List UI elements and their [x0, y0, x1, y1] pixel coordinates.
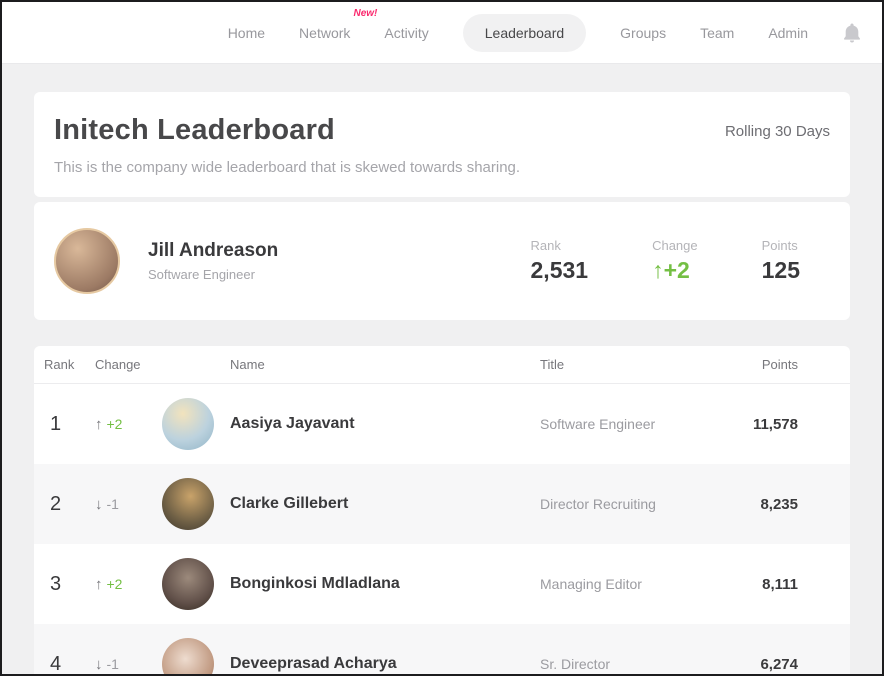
points-value: 8,111: [762, 575, 798, 593]
rank-value: 3: [50, 572, 62, 595]
points-value: 6,274: [760, 655, 798, 673]
user-name: Bonginkosi Mdladlana: [230, 575, 400, 592]
user-title: Sr. Director: [540, 656, 611, 672]
new-badge: New!: [353, 7, 378, 19]
stat-points-value: 125: [761, 257, 800, 283]
stat-points-label: Points: [761, 238, 798, 253]
column-header-name: Name: [230, 357, 265, 372]
user-name: Aasiya Jayavant: [230, 415, 355, 432]
nav-item-team[interactable]: Team: [700, 24, 735, 41]
table-row[interactable]: 2 ↓ -1 Clarke Gillebert Director Recruiti…: [34, 464, 850, 544]
points-value: 8,235: [760, 495, 798, 513]
down-arrow-icon: ↓: [95, 655, 103, 673]
nav-item-groups[interactable]: Groups: [620, 24, 667, 41]
up-arrow-icon: ↑: [95, 415, 103, 433]
rank-value: 2: [50, 492, 62, 515]
nav-item-activity[interactable]: Activity: [384, 24, 429, 41]
up-arrow-icon: ↑: [95, 575, 103, 593]
rank-value: 4: [50, 652, 62, 675]
leaderboard-header-card: Initech Leaderboard Rolling 30 Days This…: [34, 92, 850, 197]
period-label: Rolling 30 Days: [724, 123, 830, 140]
change-cell: ↓ -1: [95, 496, 162, 513]
stat-points: Points 125: [762, 238, 800, 284]
table-header-row: Rank Change Name Title Points: [34, 346, 850, 384]
stat-change-value: ↑+2: [652, 257, 690, 283]
avatar: [162, 398, 214, 450]
change-value: -1: [106, 655, 119, 672]
points-value: 11,578: [752, 415, 798, 433]
stat-rank: Rank 2,531: [531, 238, 589, 284]
table-row[interactable]: 1 ↑ +2 Aasiya Jayavant Software Engineer …: [34, 384, 850, 464]
nav-item-admin[interactable]: Admin: [768, 24, 808, 41]
stat-change: Change ↑+2: [652, 238, 698, 284]
stat-rank-label: Rank: [530, 238, 561, 253]
page-content: Initech Leaderboard Rolling 30 Days This…: [2, 64, 882, 675]
bell-icon[interactable]: [842, 21, 864, 45]
user-title: Managing Editor: [540, 576, 642, 592]
user-title: Director Recruiting: [540, 496, 656, 512]
column-header-title: Title: [540, 357, 565, 372]
current-user-job-title: Software Engineer: [148, 267, 255, 282]
nav-item-leaderboard[interactable]: Leaderboard: [462, 13, 587, 52]
nav-item-home[interactable]: Home: [227, 24, 266, 41]
avatar: [162, 638, 214, 674]
change-value: +2: [106, 575, 123, 592]
page-subtitle: This is the company wide leaderboard tha…: [54, 159, 521, 176]
change-cell: ↑ +2: [95, 576, 162, 593]
top-navbar: Home Network New! Activity Leaderboard G…: [2, 2, 882, 64]
column-header-change: Change: [95, 357, 141, 372]
user-title: Software Engineer: [540, 416, 656, 432]
current-user-avatar: [54, 228, 120, 294]
column-header-points: Points: [761, 357, 798, 372]
column-header-rank: Rank: [44, 357, 75, 372]
table-row[interactable]: 4 ↓ -1 Deveeprasad Acharya Sr. Director 6…: [34, 624, 850, 675]
change-value: -1: [106, 495, 119, 512]
avatar: [162, 558, 214, 610]
up-arrow-icon: ↑: [652, 257, 664, 283]
change-cell: ↑ +2: [95, 416, 162, 433]
table-row[interactable]: 3 ↑ +2 Bonginkosi Mdladlana Managing Edit…: [34, 544, 850, 624]
leaderboard-table: Rank Change Name Title Points 1 ↑ +2 Aasi…: [34, 346, 850, 675]
change-cell: ↓ -1: [95, 656, 162, 673]
user-name: Clarke Gillebert: [230, 495, 349, 512]
avatar: [162, 478, 214, 530]
nav-item-network[interactable]: Network New!: [299, 7, 378, 41]
stat-rank-value: 2,531: [530, 257, 589, 283]
current-user-card: Jill Andreason Software Engineer Rank 2,…: [34, 202, 850, 320]
rank-value: 1: [50, 412, 62, 435]
change-value: +2: [106, 415, 123, 432]
current-user-stats: Rank 2,531 Change ↑+2 Points 125: [531, 238, 800, 284]
page-title: Initech Leaderboard: [54, 114, 335, 146]
user-name: Deveeprasad Acharya: [230, 655, 397, 672]
down-arrow-icon: ↓: [95, 495, 103, 513]
current-user-name: Jill Andreason: [148, 240, 279, 261]
stat-change-label: Change: [652, 238, 698, 253]
